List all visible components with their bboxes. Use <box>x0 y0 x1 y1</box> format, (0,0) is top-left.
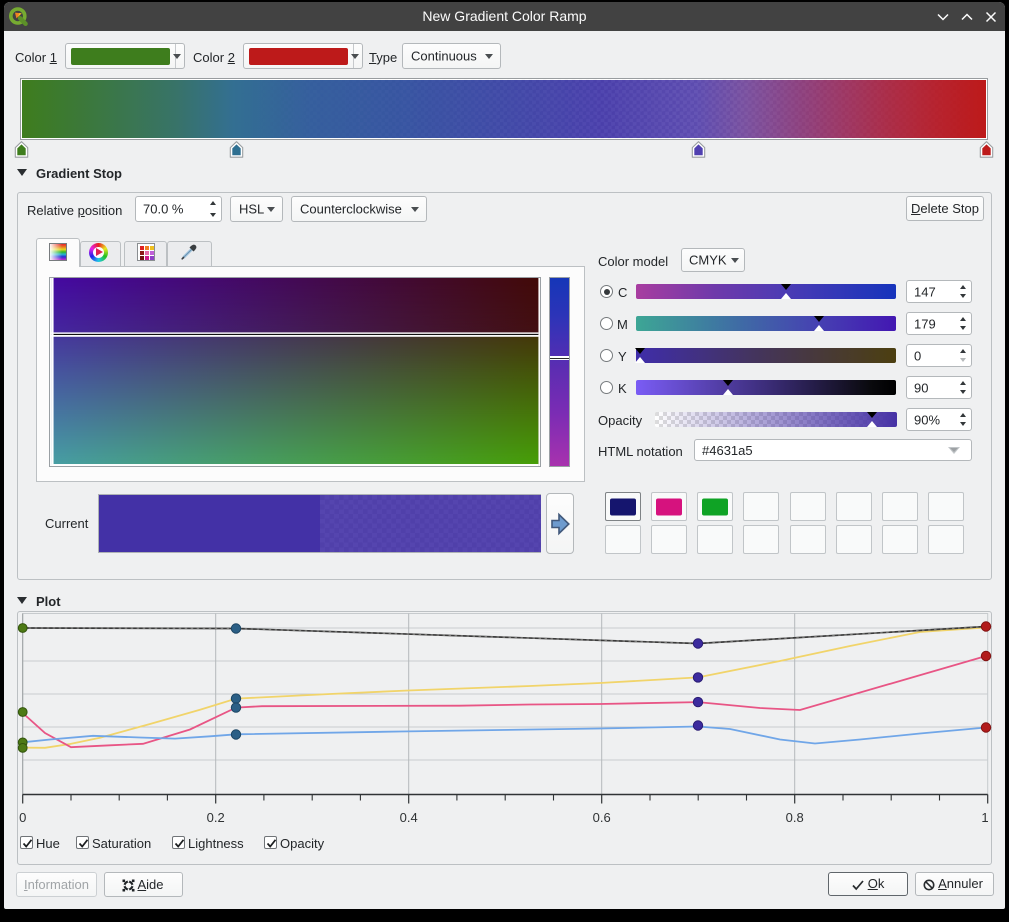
svg-text:0.4: 0.4 <box>400 810 418 825</box>
svg-text:0.2: 0.2 <box>207 810 225 825</box>
svg-text:0: 0 <box>19 810 26 825</box>
svg-text:0.6: 0.6 <box>593 810 611 825</box>
svg-text:0.8: 0.8 <box>786 810 804 825</box>
svg-text:1: 1 <box>981 810 988 825</box>
